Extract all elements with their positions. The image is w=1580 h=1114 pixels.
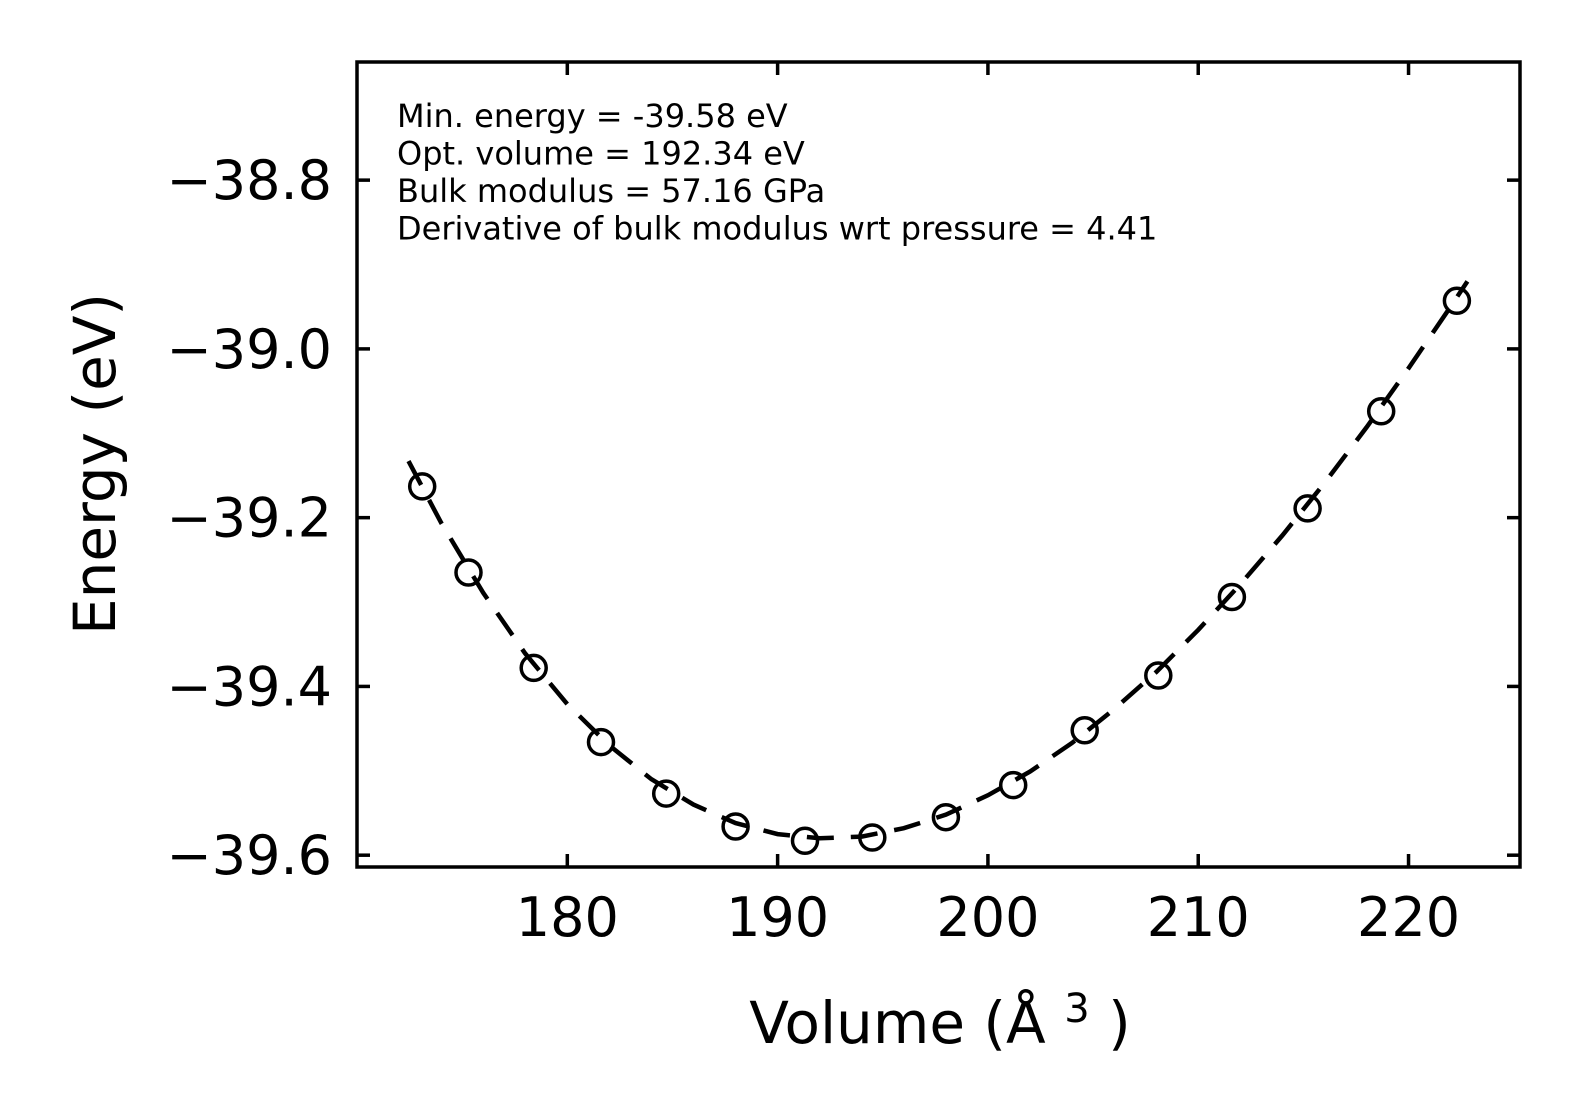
data-point-marker [1366,397,1396,426]
data-point-marker [1070,716,1099,745]
y-tick-label: −39.4 [167,655,332,718]
data-point-marker [519,653,548,683]
data-point-marker [407,472,437,501]
data-point-marker [931,802,961,832]
x-tick-label: 210 [1147,886,1250,949]
data-point-marker [790,826,820,856]
data-point-marker [1442,286,1472,316]
y-axis-label: Energy (eV) [61,293,129,635]
data-point-marker [586,727,616,757]
data-point-marker [998,770,1028,800]
birch-murnaghan-fit-curve [406,280,1470,841]
data-point-marker [1217,582,1247,612]
x-tick-label: 200 [936,886,1039,949]
annotation-line-opt-volume: Opt. volume = 192.34 eV [397,135,805,173]
data-point-marker [1293,494,1322,523]
x-tick-label: 180 [516,886,619,949]
y-tick-label: −38.8 [167,149,332,212]
y-tick-label: −39.0 [167,318,332,381]
x-tick-label: 220 [1357,886,1460,949]
x-tick-label: 190 [726,886,829,949]
x-axis-label: Volume (Å 3 ) [749,968,1130,1057]
data-point-marker [651,779,681,808]
annotation-line-bulk-modulus-derivative: Derivative of bulk modulus wrt pressure … [397,210,1157,248]
y-tick-label: −39.2 [167,487,332,550]
data-point-marker [454,558,483,587]
annotation-line-min-energy: Min. energy = -39.58 eV [397,97,788,135]
data-point-marker [721,812,750,841]
annotation-block: Min. energy = -39.58 eV Opt. volume = 19… [397,97,1157,248]
axes-frame [355,60,1522,869]
annotation-line-bulk-modulus: Bulk modulus = 57.16 GPa [397,172,825,210]
plot-generated-layer: 180 190 200 210 220 −38.8 −39.0 −39.2 −39.4 −39.6 [167,60,1522,949]
data-point-marker [1144,661,1173,690]
y-tick-label: −39.6 [167,824,332,887]
